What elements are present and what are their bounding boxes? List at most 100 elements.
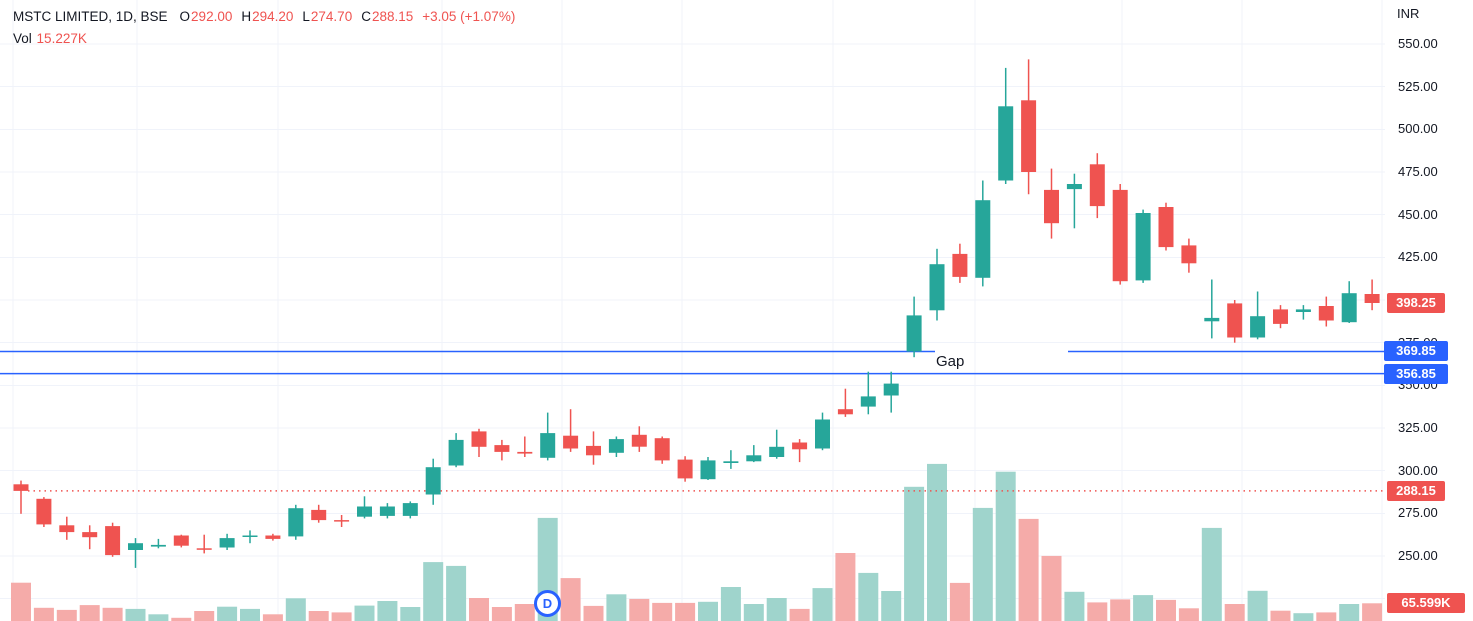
volume-bar: [423, 562, 444, 621]
candle-body: [128, 543, 143, 550]
candle-body: [357, 506, 372, 517]
symbol-title[interactable]: MSTC LIMITED, 1D, BSE: [13, 9, 168, 24]
volume-bar: [858, 572, 879, 621]
candle-body: [952, 253, 968, 277]
legend-low: L274.70: [302, 9, 353, 24]
volume-bar: [606, 594, 627, 621]
volume-bar: [560, 578, 581, 621]
candle-body: [1158, 207, 1174, 248]
legend-row-volume: Vol 15.227K: [13, 28, 515, 49]
price-tick-label: 425.00: [1398, 249, 1438, 264]
candle-body: [196, 548, 212, 550]
volume-bar: [995, 471, 1016, 621]
volume-bar: [743, 604, 764, 621]
price-tick-label: 300.00: [1398, 463, 1438, 478]
candle-body: [82, 532, 98, 538]
candle-body: [517, 451, 533, 454]
dividend-marker[interactable]: D: [534, 590, 561, 617]
volume-bar: [1064, 591, 1085, 621]
volume-bar: [881, 591, 902, 621]
volume-bar: [766, 598, 787, 621]
volume-bar: [835, 553, 856, 621]
candle-body: [242, 535, 258, 537]
volume-bar: [904, 486, 925, 621]
currency-label: INR: [1397, 6, 1420, 21]
volume-bar: [698, 601, 718, 621]
close-price-badge: 288.15: [1387, 481, 1445, 501]
candle-body: [769, 446, 785, 457]
volume-bar: [469, 598, 489, 621]
volume-bar: [812, 588, 833, 621]
volume-bar: [1270, 610, 1291, 621]
volume-bar: [171, 617, 192, 621]
volume-bar: [79, 605, 100, 621]
volume-bar: [1178, 608, 1199, 621]
volume-bar: [789, 608, 810, 621]
candle-body: [1364, 294, 1380, 303]
volume-bar: [491, 607, 512, 621]
candle-body: [1273, 309, 1288, 324]
candle-body: [1295, 309, 1311, 312]
volume-bar: [1156, 599, 1176, 621]
volume-bar: [308, 611, 329, 621]
line-price-badge-upper: 369.85: [1384, 341, 1448, 361]
candle-body: [860, 396, 876, 407]
volume-bar: [11, 582, 31, 621]
volume-bar: [1316, 612, 1337, 621]
candle-body: [173, 535, 189, 546]
volume-bar: [652, 602, 673, 621]
volume-bar: [972, 507, 993, 621]
legend-close: C288.15: [361, 9, 414, 24]
candle-body: [311, 509, 327, 521]
candle-body: [402, 503, 418, 516]
price-tick-label: 250.00: [1398, 548, 1438, 563]
volume-bar: [194, 611, 215, 621]
candle-body: [1089, 164, 1105, 207]
candle-body: [448, 439, 464, 466]
volume-bar: [217, 606, 238, 621]
price-tick-label: 525.00: [1398, 79, 1438, 94]
legend-high: H294.20: [241, 9, 294, 24]
candle-body: [792, 442, 808, 450]
candle-body: [59, 525, 75, 533]
legend-open: O292.00: [179, 9, 233, 24]
volume-bar: [1133, 595, 1154, 621]
candle-body: [631, 434, 647, 447]
volume-bar: [240, 608, 260, 621]
candle-body: [1227, 303, 1243, 338]
candle-body: [746, 455, 762, 462]
candle-body: [288, 508, 304, 537]
candle-body: [700, 460, 716, 480]
candlestick-chart[interactable]: [0, 0, 1385, 621]
candle-body: [563, 435, 579, 449]
candle-body: [975, 200, 991, 278]
volume-bar: [514, 604, 535, 621]
volume-bar: [1041, 555, 1062, 621]
candle-body: [1341, 293, 1357, 323]
volume-bar: [1201, 527, 1222, 621]
volume-bar: [377, 601, 398, 621]
candle-body: [883, 383, 899, 396]
candle-body: [471, 431, 487, 447]
candle-body: [929, 264, 945, 311]
candle-body: [1066, 184, 1082, 190]
candle-body: [586, 445, 601, 456]
gap-annotation[interactable]: Gap: [936, 353, 965, 370]
volume-bar: [927, 463, 947, 621]
volume-bar: [675, 602, 696, 621]
volume-bar: [354, 605, 375, 621]
candle-body: [1135, 213, 1151, 281]
candle-body: [998, 106, 1014, 181]
candle-body: [1112, 189, 1128, 282]
volume-bar: [1339, 604, 1360, 621]
volume-bar: [125, 608, 146, 621]
price-tick-label: 450.00: [1398, 207, 1438, 222]
volume-badge: 65.599K: [1387, 593, 1465, 613]
volume-bar: [148, 614, 169, 621]
volume-bar: [1293, 613, 1314, 621]
candle-body: [1181, 245, 1197, 264]
candle-body: [265, 535, 281, 539]
volume-bar: [285, 598, 306, 621]
volume-bar: [1110, 599, 1131, 621]
